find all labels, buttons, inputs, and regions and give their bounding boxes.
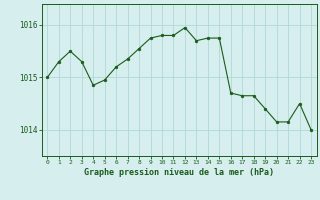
X-axis label: Graphe pression niveau de la mer (hPa): Graphe pression niveau de la mer (hPa)	[84, 168, 274, 177]
